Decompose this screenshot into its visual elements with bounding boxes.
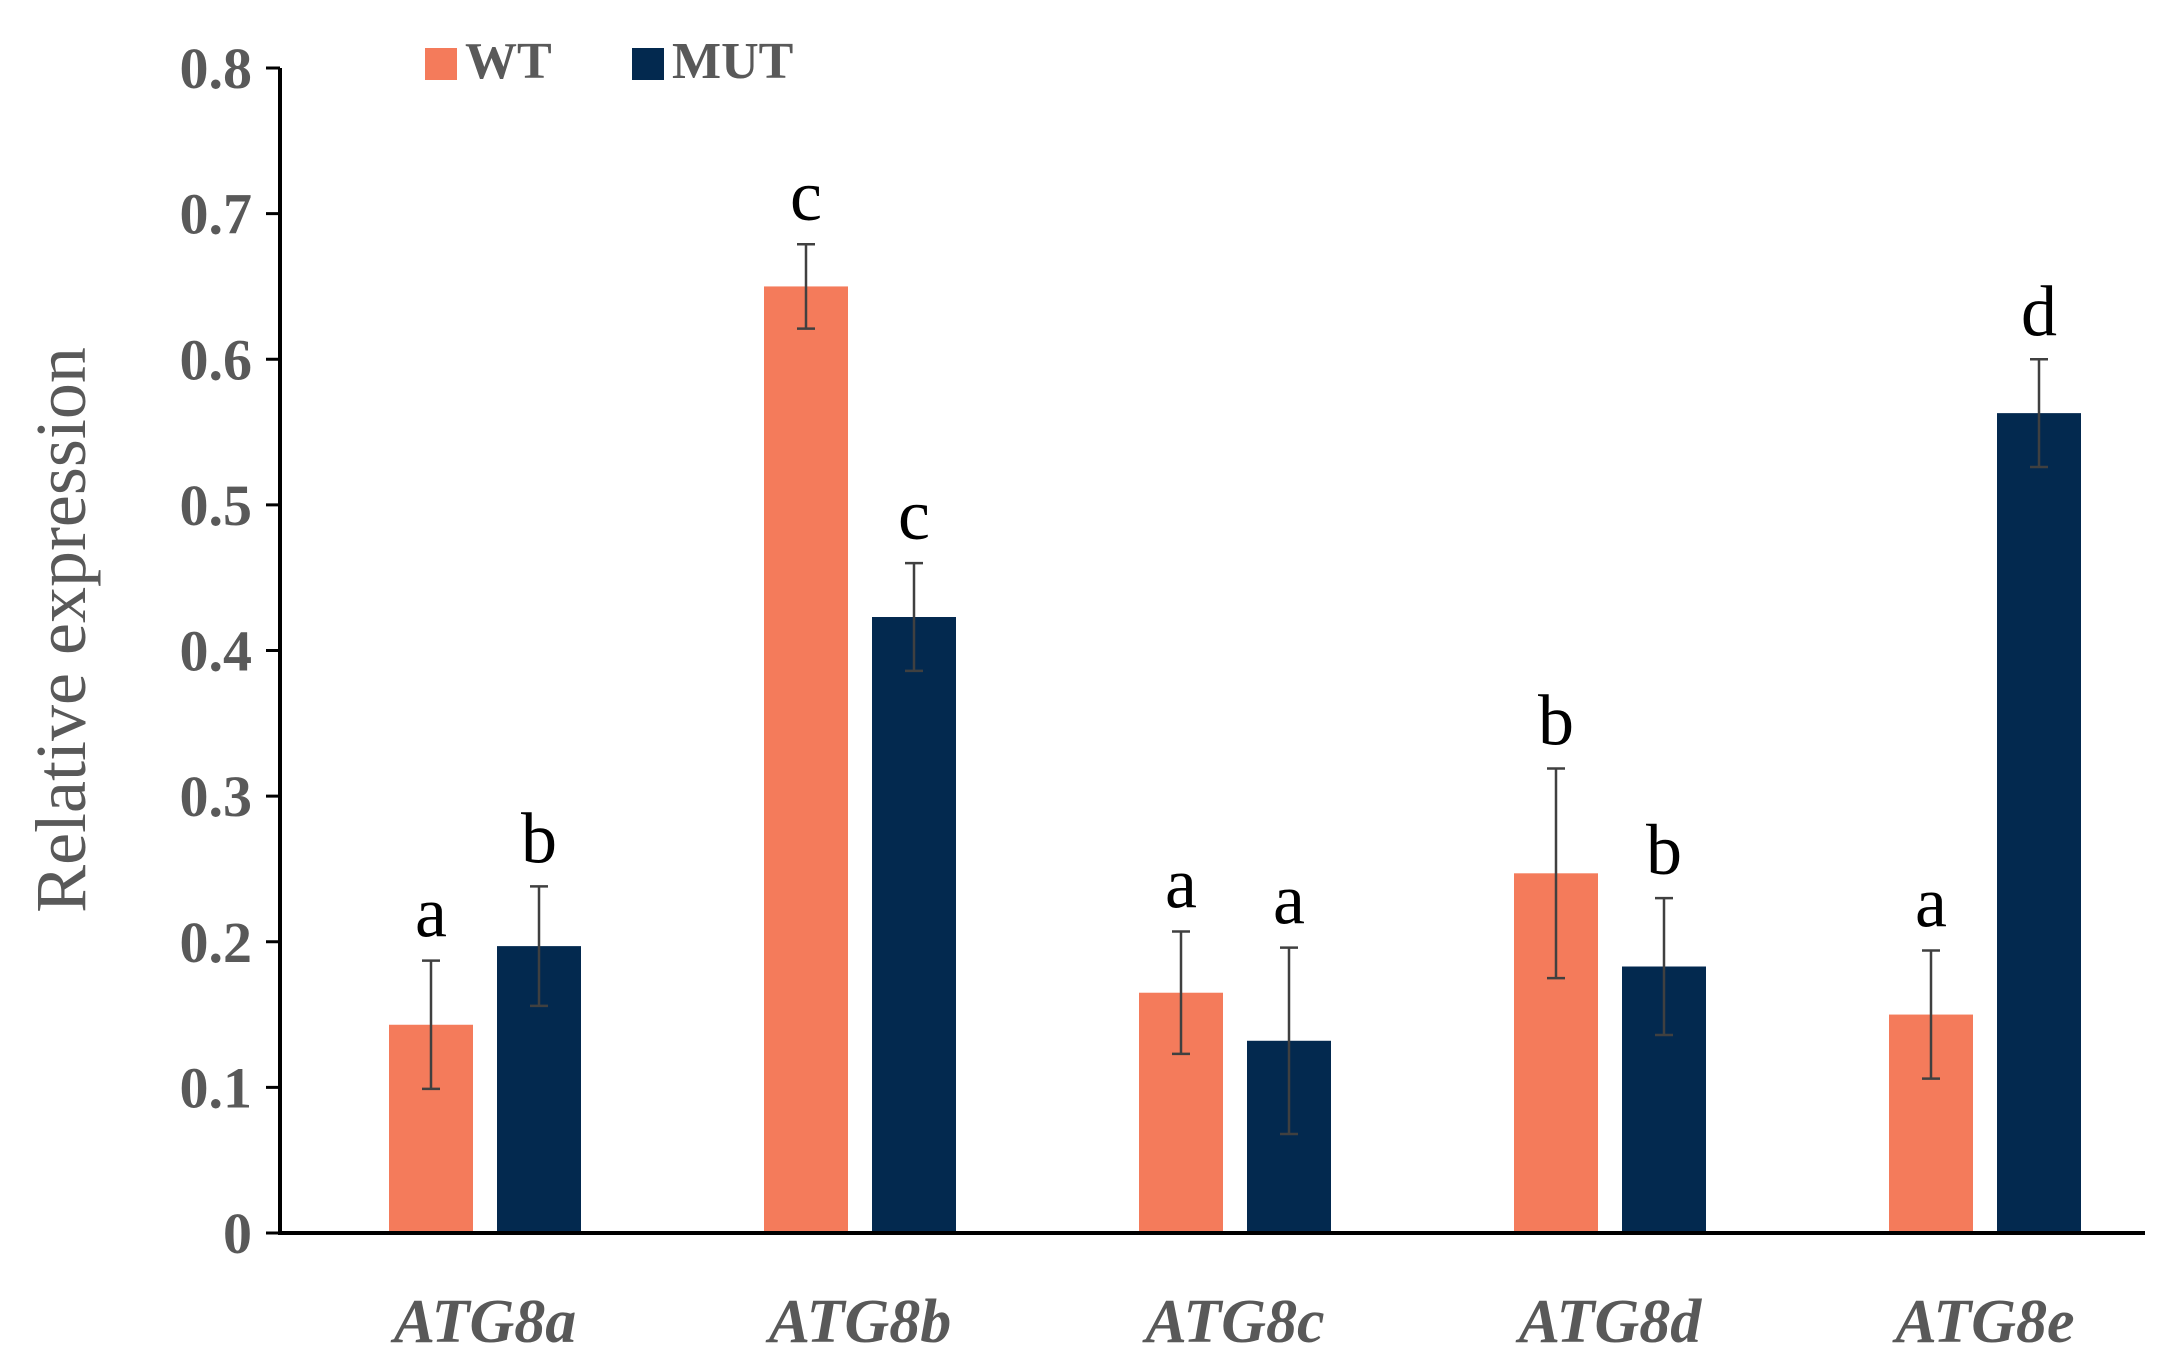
y-tick-label: 0.1	[180, 1055, 253, 1120]
significance-label: b	[521, 798, 557, 878]
legend-label-mut: MUT	[672, 33, 793, 90]
category-label: ATG8b	[765, 1288, 952, 1356]
y-axis-title: Relative expression	[21, 347, 101, 913]
bars	[389, 286, 2081, 1234]
significance-label: c	[898, 475, 930, 555]
legend-swatch-wt	[425, 48, 457, 80]
legend-swatch-mut	[632, 48, 664, 80]
category-labels: ATG8a ATG8b ATG8c ATG8d ATG8e	[390, 1288, 2075, 1356]
y-tick-label: 0.6	[180, 327, 253, 392]
significance-label: a	[1273, 860, 1305, 940]
axes	[278, 68, 2145, 1235]
significance-label: b	[1646, 810, 1682, 890]
y-axis-title-group: Relative expression	[21, 347, 101, 913]
significance-label: a	[415, 873, 447, 953]
legend: WT MUT	[425, 33, 793, 90]
y-tick-label: 0.3	[180, 764, 253, 829]
y-axis-ticks: 0 0.1 0.2 0.3 0.4 0.5 0.6 0.7 0.8	[180, 36, 280, 1266]
bar-mut-atg8e	[1997, 413, 2081, 1234]
significance-label: c	[790, 156, 822, 236]
significance-label: a	[1165, 844, 1197, 924]
error-bars	[422, 242, 2048, 1136]
significance-label: b	[1538, 680, 1574, 760]
category-label: ATG8e	[1891, 1288, 2074, 1356]
y-tick-label: 0.4	[180, 619, 253, 684]
bar-mut-atg8b	[872, 617, 956, 1233]
y-tick-label: 0	[223, 1201, 252, 1266]
category-label: ATG8a	[390, 1288, 577, 1356]
bar-wt-atg8b	[764, 286, 848, 1233]
y-tick-label: 0.7	[180, 182, 253, 247]
category-label: ATG8d	[1515, 1288, 1703, 1356]
legend-label-wt: WT	[465, 33, 552, 90]
y-tick-label: 0.2	[180, 910, 253, 975]
y-tick-label: 0.8	[180, 36, 253, 101]
y-tick-label: 0.5	[180, 473, 253, 538]
category-label: ATG8c	[1141, 1288, 1324, 1356]
significance-label: d	[2021, 271, 2057, 351]
significance-label: a	[1915, 862, 1947, 942]
